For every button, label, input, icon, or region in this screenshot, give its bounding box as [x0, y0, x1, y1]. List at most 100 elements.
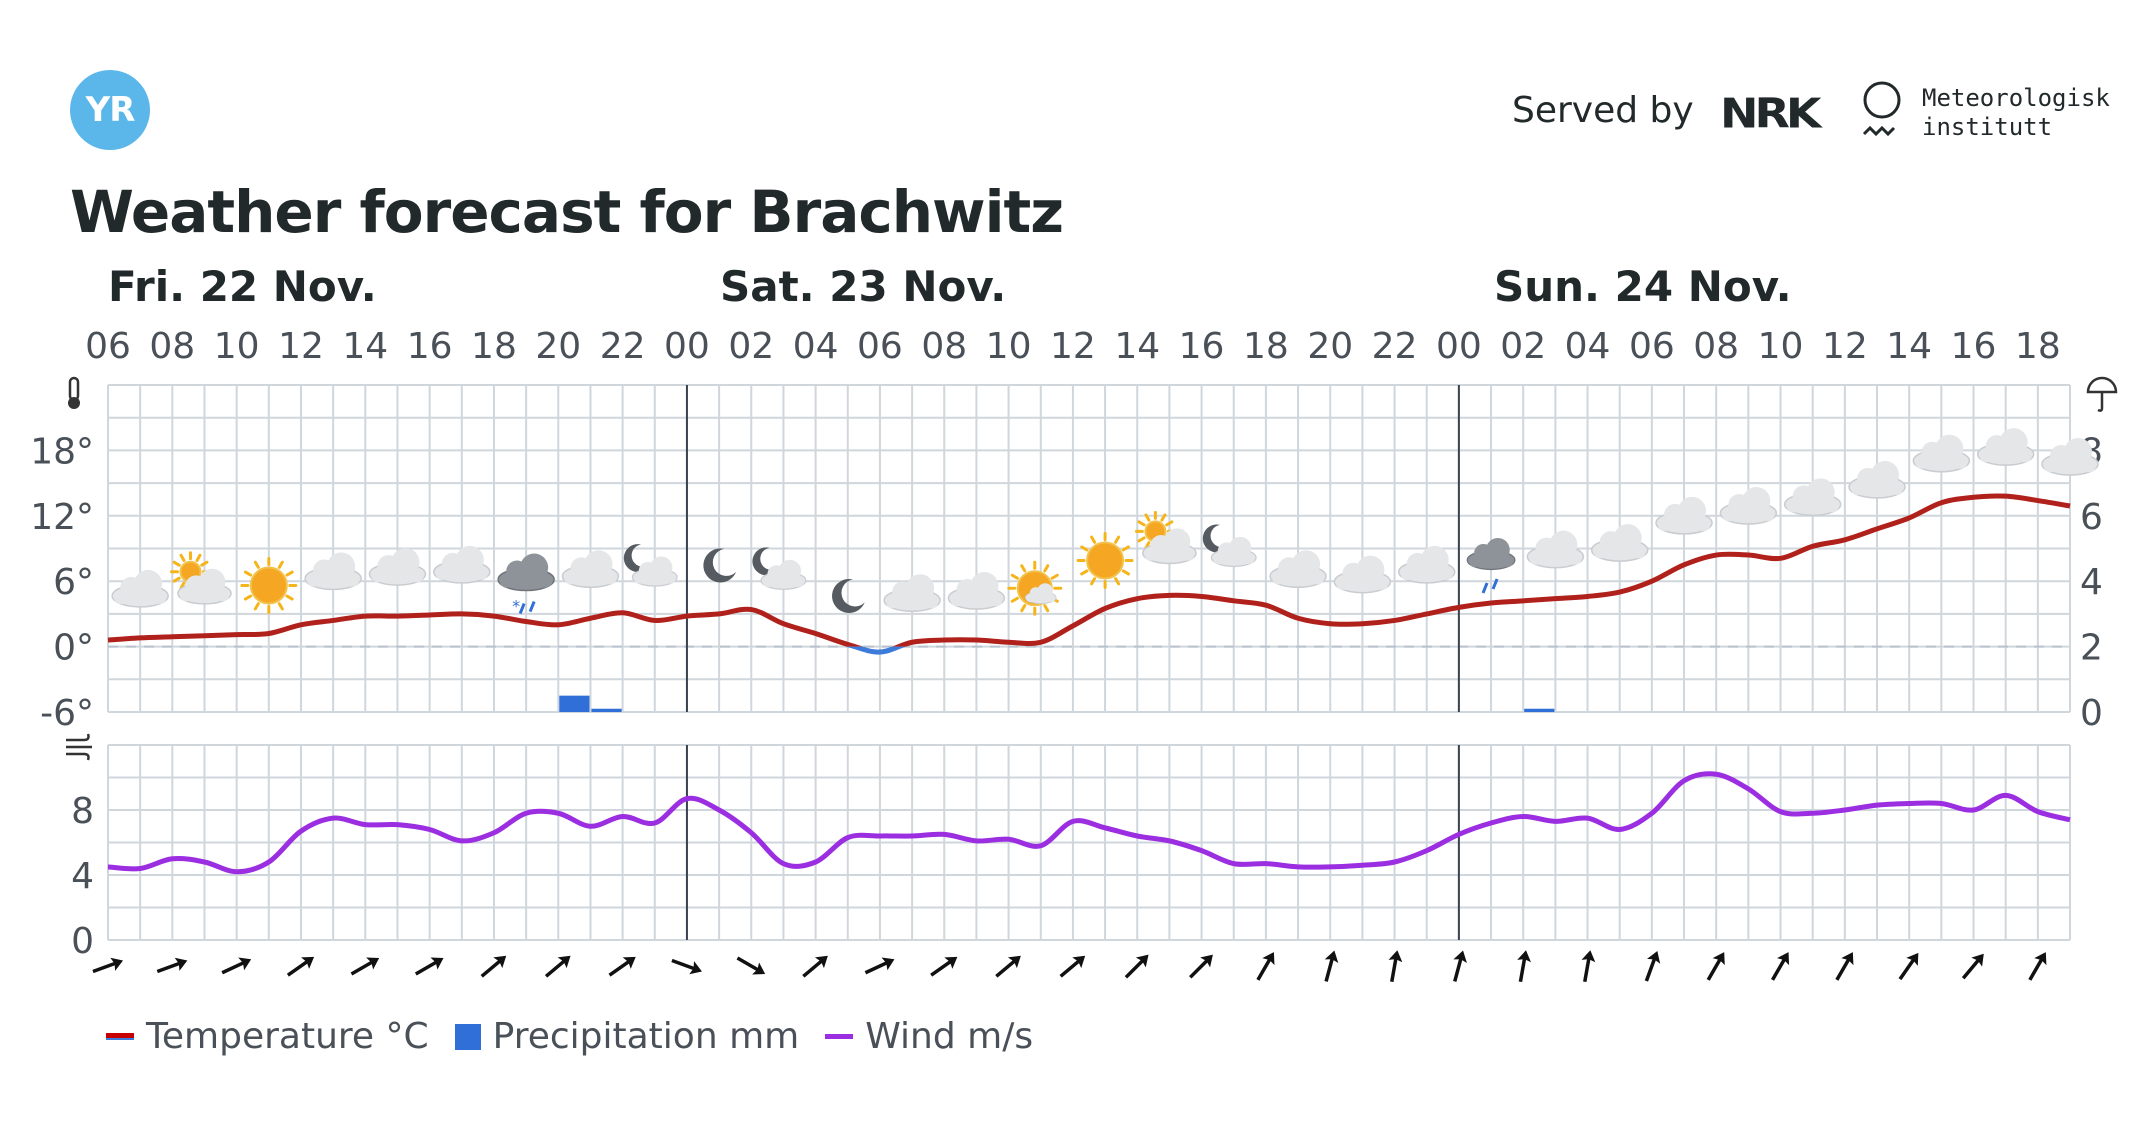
cloud-shape	[947, 572, 1006, 610]
weather-symbol-cloudy	[1912, 434, 1971, 473]
hour-tick-label: 14	[342, 326, 388, 367]
weather-symbol-cloudy	[368, 548, 427, 586]
wind-direction-arrow	[1256, 952, 1275, 981]
wind-arrow-head	[881, 957, 895, 971]
weather-symbol-cloudy	[1397, 545, 1456, 584]
weather-symbol-cloudy	[1976, 428, 2035, 466]
sun-ray	[1114, 577, 1121, 586]
wind-arrow-head	[1453, 950, 1467, 963]
cloud-shape	[760, 559, 807, 590]
cloud-shape	[1210, 536, 1257, 568]
cloud-shape-puff	[649, 556, 673, 579]
cloud-shape	[1912, 434, 1971, 473]
cloud-shape-puff	[1999, 428, 2028, 457]
sun-ray	[1137, 520, 1146, 527]
cloud-shape	[631, 556, 678, 587]
cloud-shape-puff	[1613, 524, 1642, 553]
moon-shape	[1202, 524, 1230, 553]
cloud-shape-fill	[179, 589, 230, 601]
wind-axis-label: 0	[71, 921, 94, 962]
temperature-axis-label: 6°	[53, 562, 94, 603]
moon-shape	[703, 548, 737, 583]
weather-symbol-clear-night	[832, 578, 865, 613]
cloud-shape-fill	[1336, 577, 1389, 590]
temperature-axis-label: 0°	[53, 628, 94, 669]
sun-ray	[1020, 564, 1027, 573]
sun-ray	[1010, 573, 1019, 580]
day-label-fri: Fri. 22 Nov.	[108, 262, 377, 311]
wind-arrow-head	[430, 957, 444, 970]
wind-arrow-head	[301, 956, 315, 969]
cloud-shape-puff	[327, 552, 356, 581]
cloud-shape-fill	[1786, 500, 1839, 513]
cloud-shape	[1397, 545, 1456, 584]
sun-ray	[1080, 569, 1089, 576]
cloud-shape-fill	[950, 594, 1003, 607]
wind-arrow-head	[1581, 950, 1596, 963]
snow-flake: *	[512, 597, 520, 616]
cloud-shape-puff	[1935, 434, 1964, 463]
sun-ray	[195, 553, 202, 562]
weather-symbol-cloudy	[2041, 437, 2099, 476]
wind-direction-arrow	[414, 957, 444, 976]
sun-ray	[253, 602, 260, 611]
cloud-shape-puff	[455, 545, 484, 574]
cloud-shape-fill	[886, 596, 939, 609]
wind-direction-arrow	[480, 955, 507, 978]
day-label-sun: Sun. 24 Nov.	[1494, 262, 1792, 311]
cloud-shape	[1783, 478, 1842, 517]
sun-ray	[243, 570, 253, 577]
sun-ray	[200, 560, 209, 567]
wind-direction-arrow	[671, 958, 702, 975]
met-institute-name-line2: institutt	[1922, 113, 2053, 141]
wind-direction-arrow	[608, 956, 636, 977]
thermometer-icon	[68, 376, 80, 409]
sun-disc	[249, 566, 288, 605]
cloud-shape-fill	[1851, 482, 1904, 495]
sun-ray	[1121, 569, 1130, 576]
cloud-shape-puff	[1420, 545, 1449, 574]
hour-tick-label: 02	[728, 326, 774, 367]
wind-direction-arrow	[864, 957, 895, 975]
cloud-shape-fill	[1722, 509, 1775, 522]
wind-direction-arrow	[802, 955, 828, 978]
wind-arrow-head	[557, 955, 571, 969]
legend-wind-swatch	[825, 1034, 854, 1039]
wind-arrow-head	[110, 957, 124, 971]
wind-direction-arrow	[1898, 952, 1919, 981]
sun-ray	[253, 560, 260, 569]
hour-tick-label: 08	[1693, 326, 1739, 367]
hour-tick-label: 16	[407, 326, 453, 367]
yr-logo[interactable]: YR	[70, 70, 150, 150]
cloud-shape	[2041, 437, 2099, 476]
sun-ray	[179, 553, 186, 562]
wind-arrow-head	[1906, 952, 1919, 966]
rain-drop	[1481, 582, 1489, 594]
weather-symbol-cloudy	[1333, 555, 1392, 594]
met-institute-icon	[1862, 81, 1901, 137]
met-institute-logo[interactable]: Meteorologisk institutt	[1922, 84, 2110, 142]
hour-tick-label: 06	[1629, 326, 1675, 367]
wind-direction-arrow	[1581, 950, 1596, 983]
weather-symbol-cloudy	[947, 572, 1006, 610]
cloud-shape-fill	[633, 574, 676, 584]
cloud-shape	[1333, 555, 1392, 594]
precipitation-bar	[591, 708, 622, 712]
cloud-shape	[1024, 583, 1057, 605]
cloud-shape	[561, 550, 620, 589]
sun-ray	[172, 560, 181, 567]
cloud-shape-puff	[391, 548, 420, 577]
cloud-shape	[1142, 528, 1197, 565]
umbrella-icon	[2086, 376, 2118, 412]
weather-symbol-cloudy	[304, 552, 362, 591]
hour-tick-label: 04	[1565, 326, 1611, 367]
cloud-shape-puff	[198, 568, 226, 596]
nrk-logo[interactable]: NRK	[1720, 88, 1822, 138]
wind-direction-arrow	[1835, 952, 1854, 981]
temperature-axis-label: 18°	[30, 431, 94, 472]
legend-precipitation-label: Precipitation mm	[492, 1016, 800, 1057]
wind-axis-icon-lines	[66, 733, 92, 761]
wind-arrow-head	[1072, 955, 1086, 969]
cloud-shape-puff	[1037, 583, 1053, 599]
wind-arrow-head	[1712, 952, 1725, 966]
